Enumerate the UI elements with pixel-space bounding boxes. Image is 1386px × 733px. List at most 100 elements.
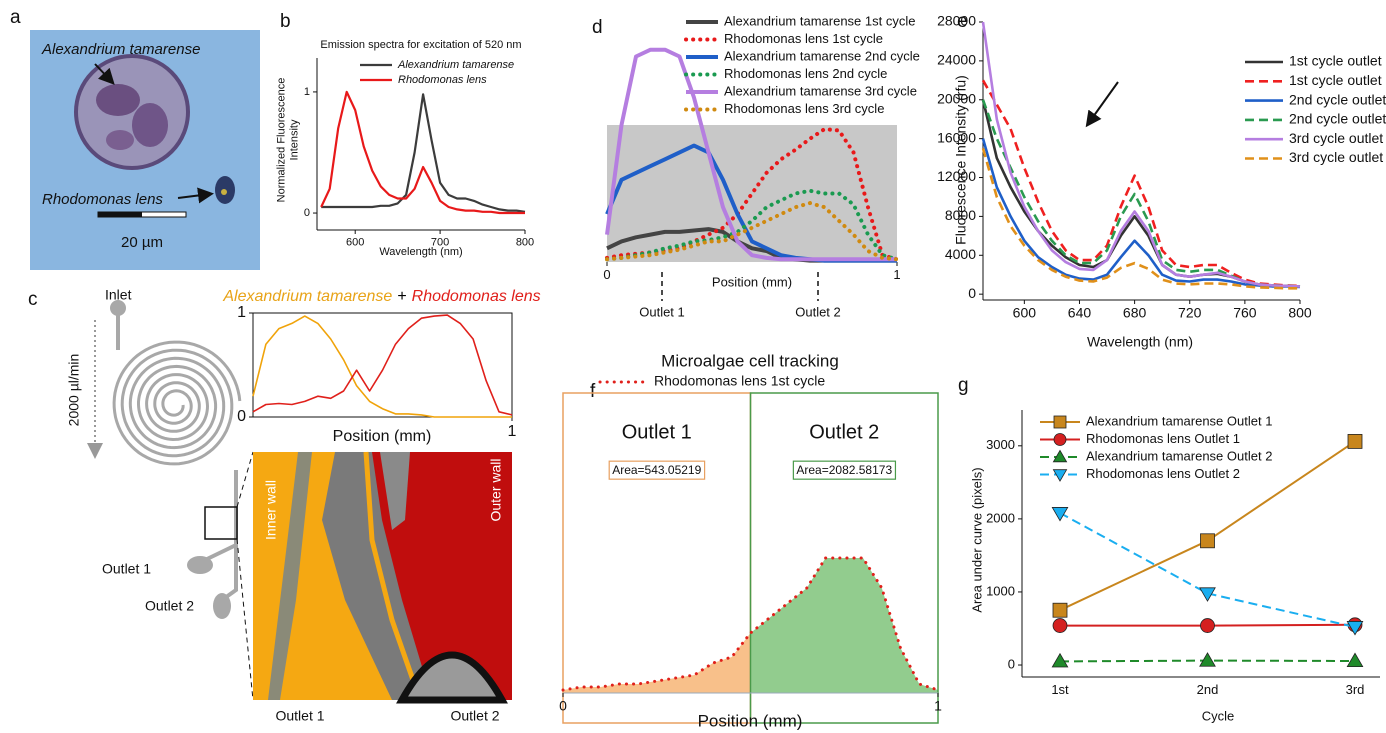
region-label: Outlet 1 bbox=[622, 421, 692, 443]
panel-label: b bbox=[280, 11, 291, 32]
plot-frame bbox=[252, 312, 513, 418]
area-label: Area=2082.58173 bbox=[796, 463, 892, 477]
legend-label: Alexandrium tamarense Outlet 1 bbox=[1086, 413, 1272, 428]
panel-label: a bbox=[10, 7, 21, 28]
legend-label: Alexandrium tamarense 1st cycle bbox=[724, 13, 915, 28]
legend-label: 1st cycle outlet 2 bbox=[1289, 72, 1386, 88]
marker bbox=[1052, 469, 1068, 482]
area-fill bbox=[563, 633, 751, 693]
series-line bbox=[981, 148, 1300, 290]
y-axis-label: Intensity bbox=[288, 119, 300, 160]
marker bbox=[1052, 602, 1068, 618]
legend-label: 2nd cycle outlet 1 bbox=[1289, 91, 1386, 107]
marker bbox=[1052, 449, 1068, 463]
x-tick-label: 1 bbox=[934, 698, 942, 714]
title-part: + bbox=[397, 288, 406, 305]
y-tick-label: 16000 bbox=[937, 129, 976, 145]
y-tick-label: 1000 bbox=[986, 583, 1015, 598]
legend-label: Rhodomonas lens bbox=[398, 74, 487, 86]
legend-label: Rhodomonas lens 1st cycle bbox=[654, 373, 825, 389]
x-tick-label: 1st bbox=[1051, 682, 1069, 697]
legend-label: Rhodomonas lens 3rd cycle bbox=[724, 101, 884, 116]
zoom-line bbox=[236, 538, 254, 701]
series-line bbox=[605, 188, 899, 262]
y-tick-label: 0 bbox=[1008, 656, 1015, 671]
area-label-box bbox=[608, 460, 706, 480]
channel bbox=[204, 470, 238, 602]
legend-label: Alexandrium tamarense Outlet 2 bbox=[1086, 448, 1272, 463]
y-axis-label: Fluorescence Intensity (rfu) bbox=[953, 75, 969, 245]
x-tick-label: 600 bbox=[1013, 305, 1037, 321]
arrow bbox=[177, 187, 214, 204]
legend-label: Rhodomonas lens 2nd cycle bbox=[724, 66, 887, 81]
annotation: Outlet 1 bbox=[639, 304, 685, 319]
marker bbox=[1199, 587, 1216, 602]
legend-label: Rhodomonas lens Outlet 2 bbox=[1086, 466, 1240, 481]
series-line bbox=[561, 556, 940, 692]
chart-title: Microalgae cell tracking bbox=[661, 351, 839, 370]
panel-label: e bbox=[957, 11, 968, 32]
annotation: Outlet 2 bbox=[795, 304, 841, 319]
x-axis-label: Position (mm) bbox=[333, 428, 432, 445]
region-box bbox=[749, 392, 939, 724]
legend-label: 2nd cycle outlet 2 bbox=[1289, 111, 1386, 127]
marker bbox=[1347, 434, 1363, 449]
y-tick-label: 24000 bbox=[937, 52, 976, 68]
arrow bbox=[94, 63, 115, 85]
x-tick-label: 700 bbox=[431, 236, 449, 248]
spiral-channel bbox=[112, 340, 242, 466]
y-tick-label: 1 bbox=[237, 304, 246, 321]
segmented-image: Inner wall Outer wall Outlet 1 Outlet 2 bbox=[253, 451, 512, 724]
region-label: Outlet 2 bbox=[809, 421, 879, 443]
region-gray bbox=[380, 452, 410, 530]
panel-label: c bbox=[28, 289, 38, 310]
x-tick-label: 1 bbox=[508, 423, 517, 440]
zoom-box bbox=[204, 506, 238, 540]
series-line bbox=[605, 47, 897, 262]
marker bbox=[1053, 433, 1067, 446]
y-axis-label: Area under curve (pixels) bbox=[969, 467, 984, 612]
marker bbox=[1052, 618, 1068, 633]
marker bbox=[1346, 652, 1364, 667]
chart-title: Emission spectra for excitation of 520 n… bbox=[320, 39, 521, 51]
series-line bbox=[321, 93, 526, 213]
device-diagram: Inlet 2000 µl/min Outlet 1 Outlet 2 bbox=[66, 287, 254, 701]
organelle bbox=[106, 130, 134, 150]
series-line bbox=[981, 138, 1301, 289]
region-gray bbox=[268, 452, 312, 700]
series-line bbox=[1059, 512, 1356, 628]
marker bbox=[1346, 621, 1364, 636]
series-line bbox=[981, 99, 1301, 288]
title-part: Rhodomonas lens bbox=[412, 288, 541, 305]
x-tick-label: 800 bbox=[516, 236, 534, 248]
x-tick-label: 600 bbox=[346, 236, 364, 248]
scale-label: 20 µm bbox=[121, 234, 163, 251]
x-axis-label: Wavelength (nm) bbox=[379, 246, 462, 258]
legend-label: 1st cycle outlet 1 bbox=[1289, 53, 1386, 69]
x-tick-label: 760 bbox=[1233, 305, 1257, 321]
inlet-label: Inlet bbox=[105, 287, 132, 303]
panel-label: d bbox=[592, 17, 603, 38]
legend-label: Alexandrium tamarense 2nd cycle bbox=[724, 48, 920, 63]
series-line bbox=[605, 201, 899, 262]
y-tick-label: 1 bbox=[304, 86, 310, 98]
legend-label: Rhodomonas lens 1st cycle bbox=[724, 31, 883, 46]
x-axis-label: Cycle bbox=[1202, 708, 1235, 723]
y-tick-label: 2000 bbox=[986, 510, 1015, 525]
panel-label: f bbox=[590, 381, 596, 402]
x-tick-label: 3rd bbox=[1346, 682, 1365, 697]
legend-label: Rhodomonas lens Outlet 1 bbox=[1086, 431, 1240, 446]
legend-label: Alexandrium tamarense 3rd cycle bbox=[724, 83, 917, 98]
y-tick-label: 0 bbox=[968, 285, 976, 301]
x-tick-label: 0 bbox=[603, 267, 610, 282]
splitter bbox=[396, 651, 508, 704]
marker bbox=[1200, 533, 1215, 549]
outlet-label: Outlet 1 bbox=[275, 708, 324, 724]
x-tick-label: 2nd bbox=[1197, 682, 1219, 697]
y-tick-label: 12000 bbox=[937, 168, 976, 184]
zoom-line bbox=[236, 451, 254, 508]
outlet-port bbox=[213, 593, 231, 619]
y-tick-label: 4000 bbox=[945, 246, 976, 262]
y-tick-label: 0 bbox=[237, 408, 246, 425]
